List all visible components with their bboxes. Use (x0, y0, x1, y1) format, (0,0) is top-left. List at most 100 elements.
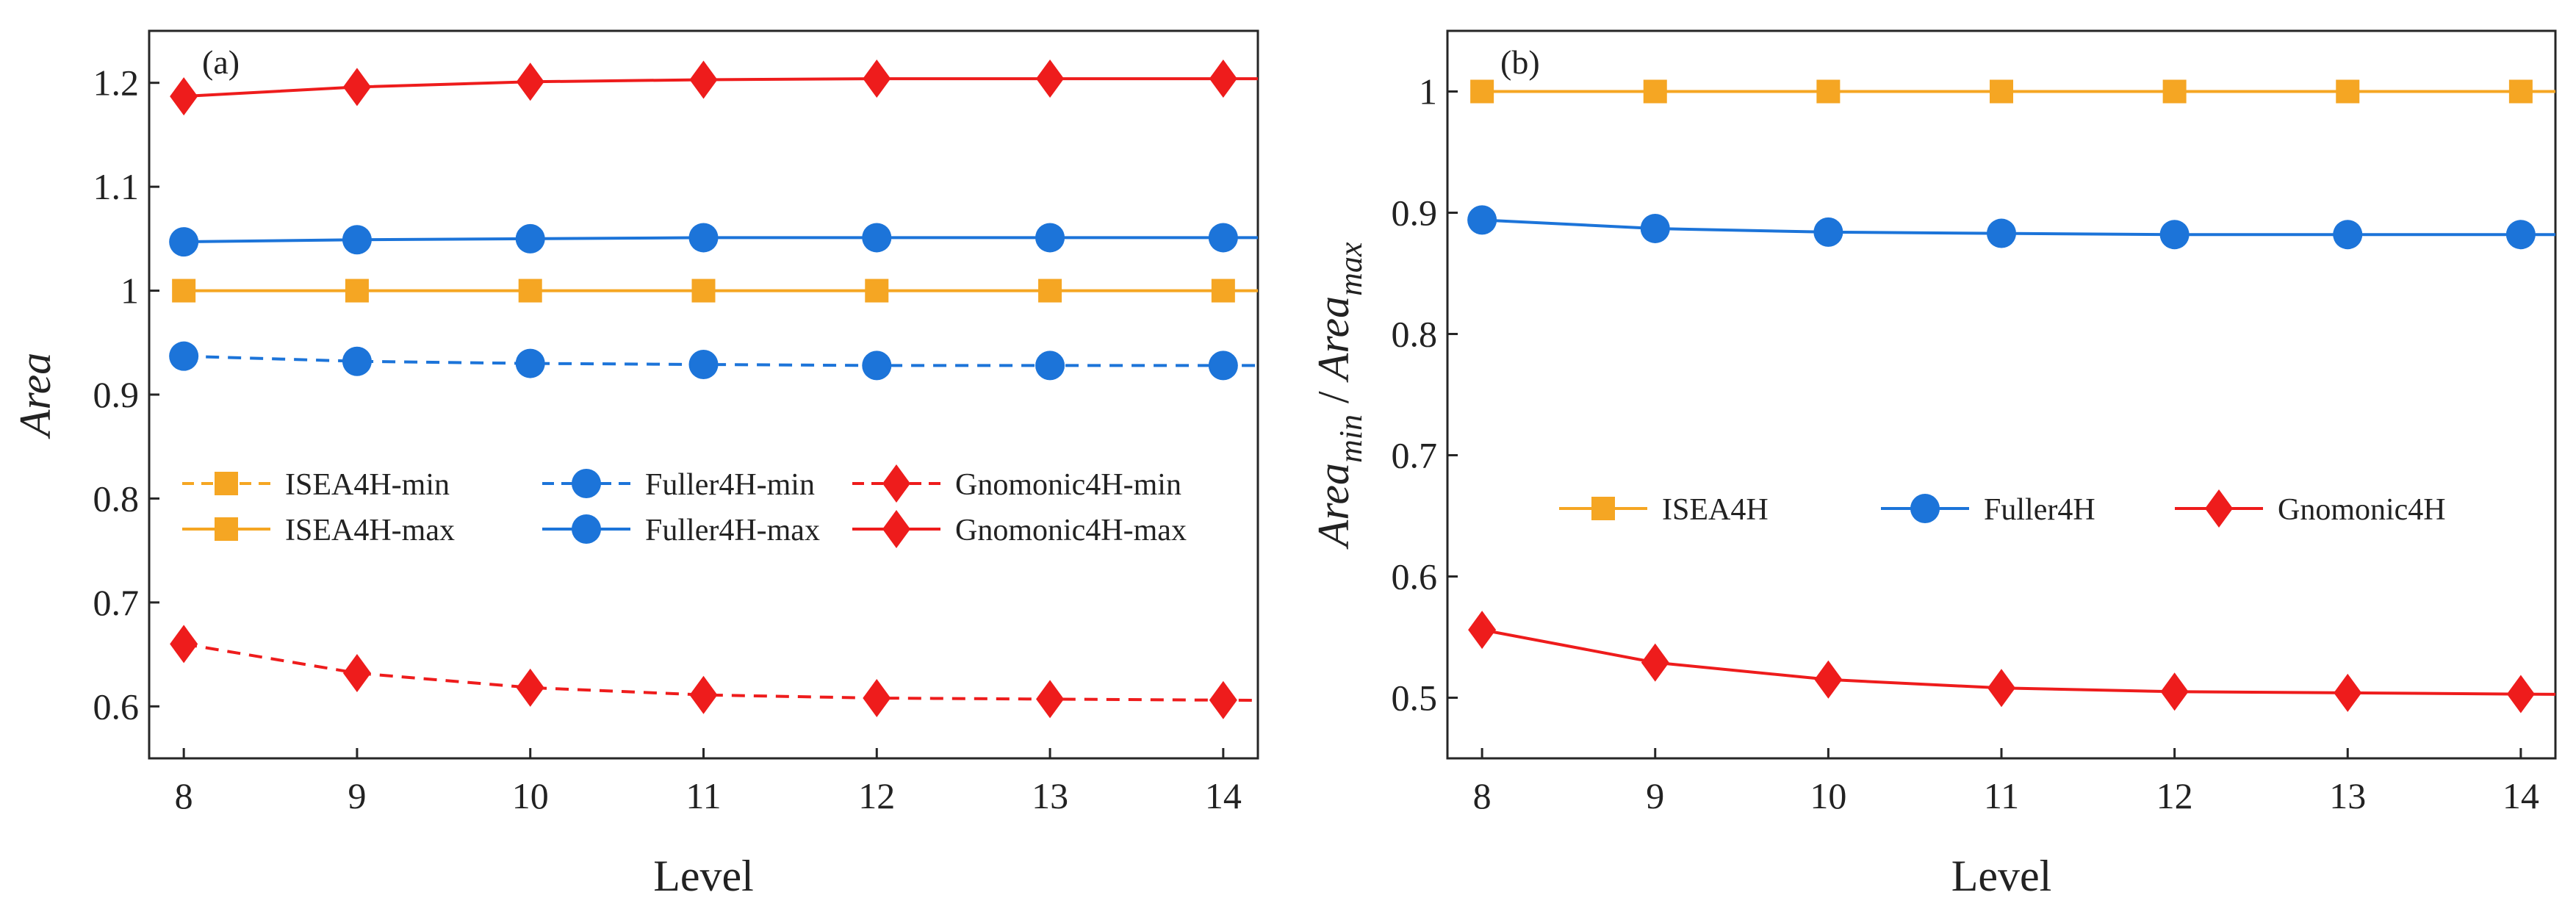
data-point-circle (515, 223, 545, 254)
legend-label: Fuller4H-min (645, 468, 815, 502)
legend-item-fuller4h-max: Fuller4H-max (542, 514, 820, 547)
y-tick-label: 0.6 (1392, 556, 1438, 597)
legend-marker-circle (572, 514, 601, 544)
data-point-diamond (170, 625, 198, 664)
legend-item-isea4h-min: ISEA4H-min (182, 468, 450, 502)
panel-a: 8 9 10 11 12 13 14 0.6 0.7 0.8 0.9 1 1.1 1.2 (a) Level A… (11, 29, 1259, 900)
x-axis-title: Level (653, 852, 754, 900)
x-tick-label: 9 (1646, 775, 1664, 816)
data-point-square (1643, 79, 1667, 104)
legend-marker-diamond (2205, 489, 2233, 528)
data-point-diamond (516, 668, 544, 707)
legend-marker-square (215, 472, 238, 495)
data-point-square (2162, 79, 2187, 104)
series-line (1482, 218, 2555, 237)
data-point-circle (169, 227, 199, 257)
legend-item-gnomonic4h-max: Gnomonic4H-max (852, 510, 1187, 548)
y-tick-label: 1 (120, 270, 139, 312)
legend-item-fuller4h: Fuller4H (1881, 493, 2095, 527)
y-axis-title: Areamin / Areamax (1309, 242, 1369, 550)
panel-label: (b) (1500, 43, 1540, 81)
y-title-sub2: max (1333, 242, 1369, 296)
x-tick-label: 10 (512, 775, 549, 816)
data-point-diamond (863, 678, 891, 717)
data-point-diamond (1641, 643, 1669, 682)
series-gnomonic4h-max (170, 60, 1258, 116)
y-tick-label: 0.9 (1392, 193, 1438, 234)
series-gnomonic4h-min (170, 625, 1259, 719)
series-fuller4h (1467, 205, 2555, 250)
legend-marker-square (215, 517, 238, 541)
legend-marker-diamond (882, 510, 910, 548)
x-axis-title: Level (1951, 852, 2052, 900)
data-point-diamond (863, 60, 891, 98)
data-point-circle (862, 351, 892, 381)
x-tick-label: 13 (2329, 775, 2366, 816)
legend: ISEA4H-min Fuller4H-min Gnomonic4H-min ISEA… (182, 464, 1187, 548)
x-tick-label: 8 (1473, 775, 1492, 816)
legend-item-fuller4h-min: Fuller4H-min (542, 468, 815, 502)
data-point-diamond (1036, 680, 1065, 719)
legend-label: Gnomonic4H-min (955, 468, 1181, 502)
data-point-circle (2333, 220, 2363, 250)
data-point-diamond (2334, 673, 2362, 712)
x-tick-label: 12 (2156, 775, 2193, 816)
x-tick-label: 11 (686, 775, 721, 816)
data-point-diamond (516, 62, 544, 101)
data-point-circle (342, 225, 372, 255)
legend-item-gnomonic4h-min: Gnomonic4H-min (852, 464, 1181, 503)
x-tick-label: 14 (2503, 775, 2539, 816)
x-tick-label: 8 (175, 775, 193, 816)
panel-b: 8 9 10 11 12 13 14 0.5 0.6 0.7 0.8 0.9 1 (b) Level Area… (1309, 29, 2557, 900)
data-point-square (865, 278, 889, 303)
data-point-square (1816, 79, 1841, 104)
data-point-circle (169, 341, 199, 371)
panel-label: (a) (202, 43, 240, 81)
data-point-diamond (1987, 669, 2015, 708)
data-point-circle (342, 346, 372, 376)
series-line (184, 77, 1258, 98)
data-point-square (1470, 79, 1494, 104)
y-tick-label: 0.6 (93, 686, 140, 727)
series-line (184, 354, 1258, 367)
y-title-separator: / (1309, 380, 1358, 414)
data-point-diamond (2506, 675, 2535, 714)
plot-frame (1446, 29, 2557, 760)
data-point-circle (2505, 220, 2536, 250)
data-point-circle (1035, 223, 1065, 253)
x-tick-label: 9 (348, 775, 366, 816)
plot-frame (148, 29, 1259, 760)
data-point-circle (1640, 213, 1670, 243)
y-tick-label: 0.8 (93, 478, 140, 519)
data-point-circle (2159, 220, 2190, 250)
y-tick-label: 1.1 (93, 166, 140, 207)
x-tick-label: 14 (1205, 775, 1242, 816)
x-tick-label: 12 (858, 775, 895, 816)
y-tick-label: 0.9 (93, 374, 140, 415)
data-point-circle (688, 223, 719, 253)
data-point-square (2336, 79, 2360, 104)
series-line (1481, 628, 2556, 696)
y-tick-label: 1.2 (93, 62, 140, 104)
y-title-sub1: min (1333, 414, 1369, 463)
data-point-square (1038, 278, 1062, 303)
y-tick-label: 1 (1419, 71, 1437, 112)
series-fuller4h-max (169, 223, 1258, 257)
legend-item-isea4h: ISEA4H (1559, 493, 1769, 527)
legend-label: Gnomonic4H (2278, 493, 2446, 527)
y-tick-label: 0.8 (1392, 314, 1438, 355)
data-point-diamond (1468, 611, 1497, 650)
data-point-circle (515, 348, 545, 378)
data-point-diamond (2160, 672, 2189, 711)
data-point-square (1211, 278, 1235, 303)
data-point-circle (1208, 223, 1238, 253)
y-axis-title: Area (11, 353, 60, 439)
legend-item-isea4h-max: ISEA4H-max (182, 514, 455, 547)
series-line (184, 236, 1258, 244)
x-tick-label: 13 (1032, 775, 1068, 816)
legend: ISEA4H Fuller4H Gnomonic4H (1559, 489, 2446, 528)
data-point-square (691, 278, 716, 303)
data-point-circle (1813, 217, 1843, 247)
data-point-diamond (342, 654, 371, 693)
